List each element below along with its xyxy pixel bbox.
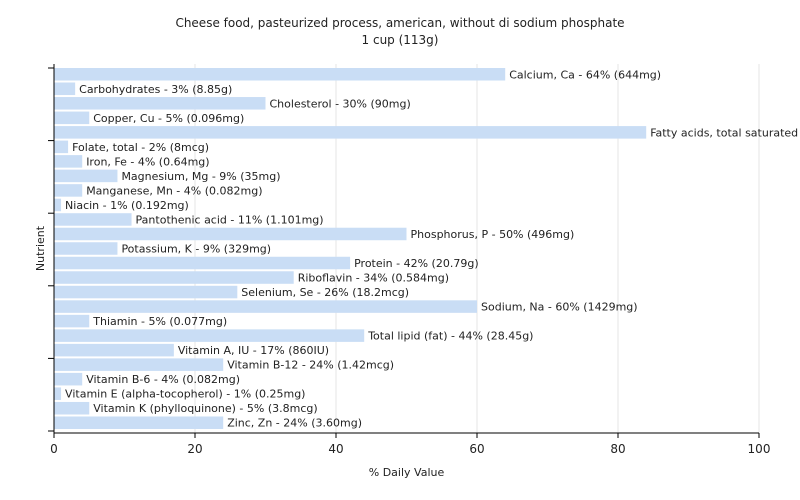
bar-label: Folate, total - 2% (8mcg): [72, 141, 209, 154]
x-axis-title: % Daily Value: [369, 466, 445, 479]
chart-subtitle: 1 cup (113g): [361, 33, 439, 47]
bar: [54, 343, 174, 357]
bar-label: Potassium, K - 9% (329mg): [121, 243, 271, 256]
bar-label: Manganese, Mn - 4% (0.082mg): [86, 184, 262, 197]
bar-label: Iron, Fe - 4% (0.64mg): [86, 155, 209, 168]
chart-title: Cheese food, pasteurized process, americ…: [175, 16, 625, 30]
bar: [54, 329, 365, 342]
bar-label: Sodium, Na - 60% (1429mg): [481, 301, 638, 314]
bar-label: Carbohydrates - 3% (8.85g): [79, 83, 232, 96]
bar: [54, 155, 83, 168]
bar: [54, 314, 90, 328]
bar-label: Fatty acids, total saturated - 84% (16.8…: [650, 126, 800, 139]
x-tick-label: 20: [187, 442, 202, 456]
bar-label: Total lipid (fat) - 44% (28.45g): [367, 330, 533, 343]
bar-label: Niacin - 1% (0.192mg): [65, 199, 189, 212]
bar: [54, 82, 76, 96]
x-tick-label: 100: [748, 442, 771, 456]
x-tick-label: 80: [610, 442, 625, 456]
bar: [54, 358, 224, 371]
bar: [54, 126, 647, 139]
bar: [54, 140, 69, 154]
bar: [54, 184, 83, 197]
y-axis-title: Nutrient: [34, 225, 47, 271]
bar: [54, 213, 132, 226]
bar: [54, 387, 62, 400]
bar-label: Phosphorus, P - 50% (496mg): [411, 228, 575, 241]
bar: [54, 227, 407, 241]
bar: [54, 256, 351, 270]
bar: [54, 372, 83, 386]
x-tick-label: 0: [50, 442, 58, 456]
bar: [54, 401, 90, 415]
bar-label: Pantothenic acid - 11% (1.101mg): [136, 213, 324, 226]
bar-label: Selenium, Se - 26% (18.2mcg): [241, 286, 409, 299]
bar-label: Cholesterol - 30% (90mg): [270, 97, 411, 110]
bar: [54, 198, 62, 212]
bar: [54, 97, 266, 110]
x-tick-label: 40: [328, 442, 343, 456]
bar: [54, 416, 224, 429]
bar: [54, 169, 118, 183]
bar: [54, 68, 506, 81]
bar-label: Riboflavin - 34% (0.584mg): [298, 272, 449, 285]
bar-label: Zinc, Zn - 24% (3.60mg): [227, 417, 362, 430]
bar-label: Protein - 42% (20.79g): [354, 257, 479, 270]
bar-label: Vitamin E (alpha-tocopherol) - 1% (0.25m…: [65, 388, 305, 401]
bar: [54, 271, 294, 284]
bar: [54, 111, 90, 125]
bar-label: Vitamin A, IU - 17% (860IU): [178, 344, 329, 357]
bar-label: Copper, Cu - 5% (0.096mg): [93, 112, 244, 125]
bar: [54, 242, 118, 255]
x-tick-label: 60: [469, 442, 484, 456]
bar-label: Calcium, Ca - 64% (644mg): [509, 68, 661, 81]
bar: [54, 285, 238, 299]
bar-label: Vitamin B-12 - 24% (1.42mcg): [227, 359, 394, 372]
bar-label: Magnesium, Mg - 9% (35mg): [121, 170, 280, 183]
bar-label: Vitamin K (phylloquinone) - 5% (3.8mcg): [93, 402, 317, 415]
bar: [54, 300, 477, 313]
bar-label: Thiamin - 5% (0.077mg): [92, 315, 227, 328]
bar-label: Vitamin B-6 - 4% (0.082mg): [86, 373, 240, 386]
